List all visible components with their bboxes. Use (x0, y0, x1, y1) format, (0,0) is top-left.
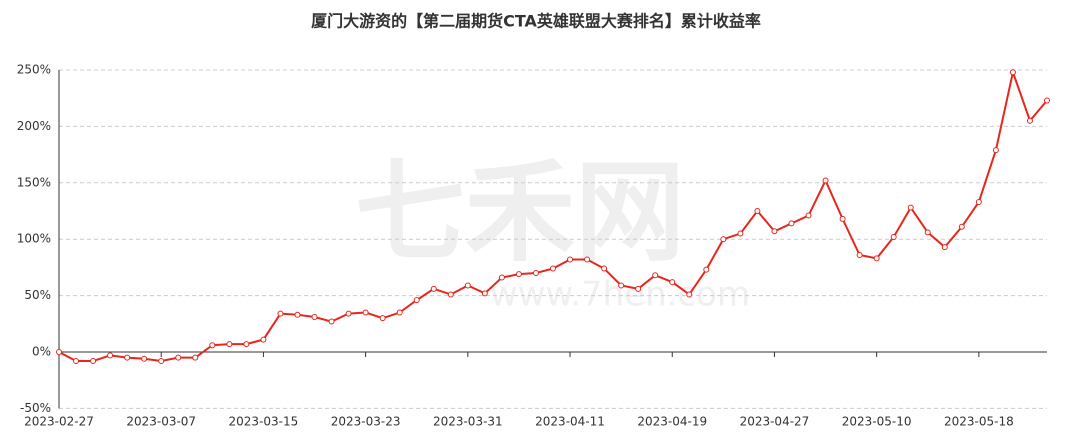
point (805, 212, 812, 219)
y-tick-label: 100% (17, 232, 51, 246)
point (601, 265, 608, 272)
y-tick-label: 150% (17, 175, 51, 189)
x-tick-label: 2023-03-23 (331, 415, 401, 429)
point (618, 282, 625, 289)
point (567, 256, 574, 263)
point (788, 220, 795, 227)
point (124, 354, 131, 361)
watermark: 七禾网 (355, 148, 685, 276)
point (873, 255, 880, 262)
point (277, 310, 284, 317)
y-tick-label: -50% (20, 401, 51, 415)
point (703, 266, 710, 273)
point (822, 177, 829, 184)
point (1044, 97, 1050, 104)
watermark: www.7hen.com (490, 275, 750, 315)
point (754, 208, 761, 214)
point (345, 310, 352, 317)
point (464, 282, 471, 289)
point (856, 251, 863, 258)
x-tick-label: 2023-04-11 (535, 415, 605, 429)
point (771, 228, 778, 235)
point (73, 358, 80, 365)
point (481, 290, 488, 297)
y-tick-label: 250% (17, 63, 51, 77)
point (430, 285, 437, 292)
point (158, 358, 165, 365)
x-tick-label: 2023-04-27 (740, 415, 810, 429)
x-tick-label: 2023-05-10 (842, 415, 912, 429)
point (550, 265, 556, 272)
point (192, 354, 199, 361)
point (515, 271, 522, 278)
point (175, 354, 182, 361)
point (941, 244, 948, 251)
point (413, 297, 420, 304)
point (635, 285, 642, 292)
point (294, 311, 301, 318)
point (226, 341, 233, 348)
y-tick-label: 200% (17, 119, 51, 133)
point (362, 309, 369, 316)
point (447, 291, 454, 298)
point (243, 341, 250, 348)
point (992, 147, 999, 154)
x-tick-label: 2023-05-18 (944, 415, 1014, 429)
point (379, 315, 386, 322)
point (720, 236, 727, 243)
point (90, 358, 97, 365)
point (975, 198, 982, 205)
point (958, 223, 965, 230)
x-tick-label: 2023-03-15 (229, 415, 299, 429)
y-tick-label: 0% (32, 345, 51, 359)
point (924, 229, 931, 236)
point (107, 352, 114, 359)
point (584, 256, 591, 263)
point (260, 336, 267, 343)
point (890, 233, 897, 240)
x-tick-label: 2023-03-07 (126, 415, 196, 429)
x-tick-label: 2023-03-31 (433, 415, 503, 429)
point (396, 309, 403, 316)
x-tick-label: 2023-02-27 (24, 415, 94, 429)
point (1009, 69, 1016, 76)
point (311, 314, 318, 321)
point (56, 349, 62, 355)
point (686, 291, 693, 298)
x-tick-label: 2023-04-19 (637, 415, 707, 429)
point (1026, 117, 1033, 124)
point (498, 274, 505, 281)
point (907, 204, 914, 211)
point (669, 279, 676, 286)
point (652, 272, 659, 279)
point (839, 215, 846, 222)
point (141, 355, 148, 362)
point (209, 342, 216, 349)
point (737, 230, 744, 237)
point (532, 270, 539, 277)
chart-title: 厦门大游资的【第二届期货CTA英雄联盟大赛排名】累计收益率 (311, 12, 761, 31)
point (328, 318, 335, 325)
y-tick-label: 50% (24, 288, 51, 302)
